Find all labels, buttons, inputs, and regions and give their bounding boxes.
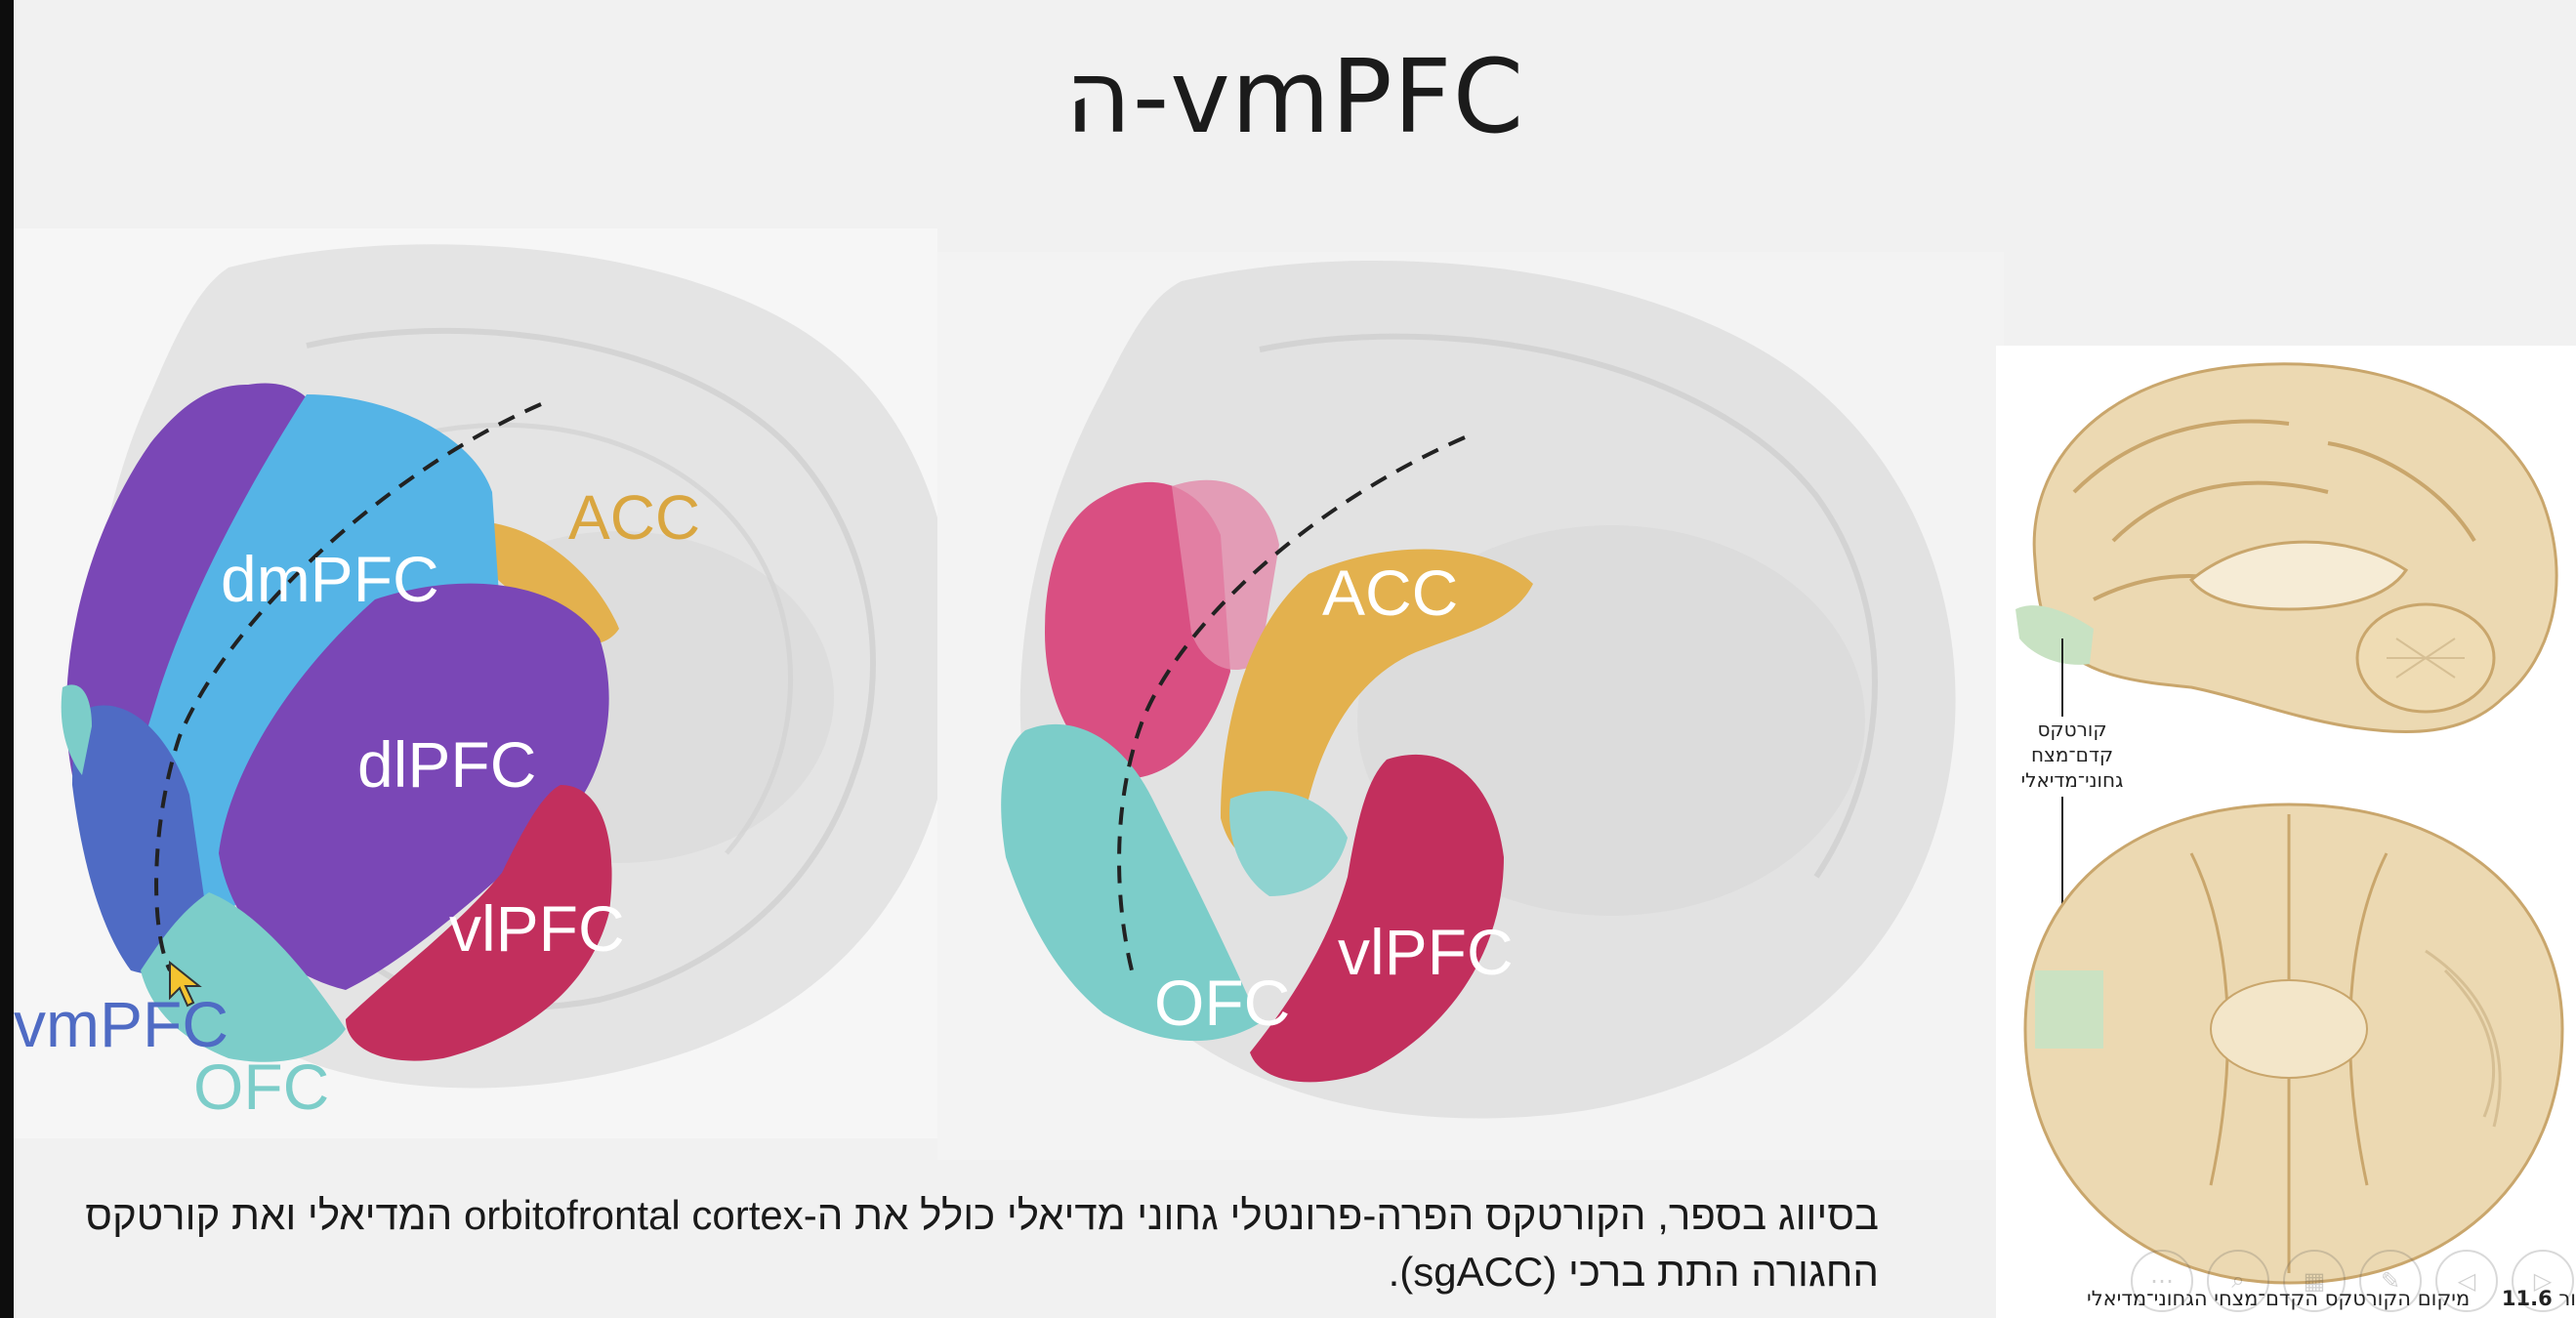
figure-caption: ור 11.6 מיקום הקורטקס הקדם־מצחי הגחוני־מ… <box>2087 1287 2576 1310</box>
label-acc-left: ACC <box>568 482 700 553</box>
label-acc-middle: ACC <box>1322 556 1458 629</box>
figure-caption-number: 11.6 <box>2501 1287 2553 1310</box>
anatomy-label-line1: קורטקס <box>2037 718 2106 741</box>
anatomy-label-line3: גחוני־מדיאלי <box>2021 768 2124 792</box>
label-dmpfc: dmPFC <box>221 543 439 615</box>
brain-3d-lateral-image: ACC dmPFC dlPFC vlPFC vmPFC OFC <box>14 228 937 1138</box>
label-ofc-middle: OFC <box>1154 967 1290 1039</box>
prev-icon[interactable]: ◁ <box>2435 1250 2498 1312</box>
label-vlpfc-middle: vlPFC <box>1338 916 1514 988</box>
more-icon[interactable]: ⋯ <box>2131 1250 2193 1312</box>
brain-3d-medial-image: ACC vlPFC OFC <box>937 252 2004 1160</box>
zoom-icon[interactable]: ⌕ <box>2207 1250 2269 1312</box>
label-ofc-left: OFC <box>193 1050 329 1123</box>
next-icon[interactable]: ▷ <box>2512 1250 2574 1312</box>
label-dlpfc: dlPFC <box>357 728 536 801</box>
anatomy-label-line2: קדם־מצח <box>2031 743 2113 766</box>
slides-icon[interactable]: ▦ <box>2283 1250 2346 1312</box>
slide: ה-vmPFC ACC <box>14 0 2576 1318</box>
anatomy-figure-image: קורטקס קדם־מצח גחוני־מדיאלי <box>1996 346 2576 1318</box>
label-vmpfc: vmPFC <box>14 988 229 1060</box>
slide-caption: בסיווג בספר, הקורטקס הפרה-פרונטלי גחוני … <box>85 1192 1879 1295</box>
figure-caption-text: מיקום הקורטקס הקדם־מצחי הגחוני־מדיאלי <box>2087 1287 2471 1310</box>
slide-title: ה-vmPFC <box>1064 37 1525 156</box>
figure-caption-prefix: ור <box>2558 1287 2576 1310</box>
label-vlpfc-left: vlPFC <box>449 892 625 965</box>
presentation-toolbar: ⋯ ⌕ ▦ ✎ ◁ ▷ <box>2131 1250 2574 1312</box>
pen-icon[interactable]: ✎ <box>2359 1250 2422 1312</box>
